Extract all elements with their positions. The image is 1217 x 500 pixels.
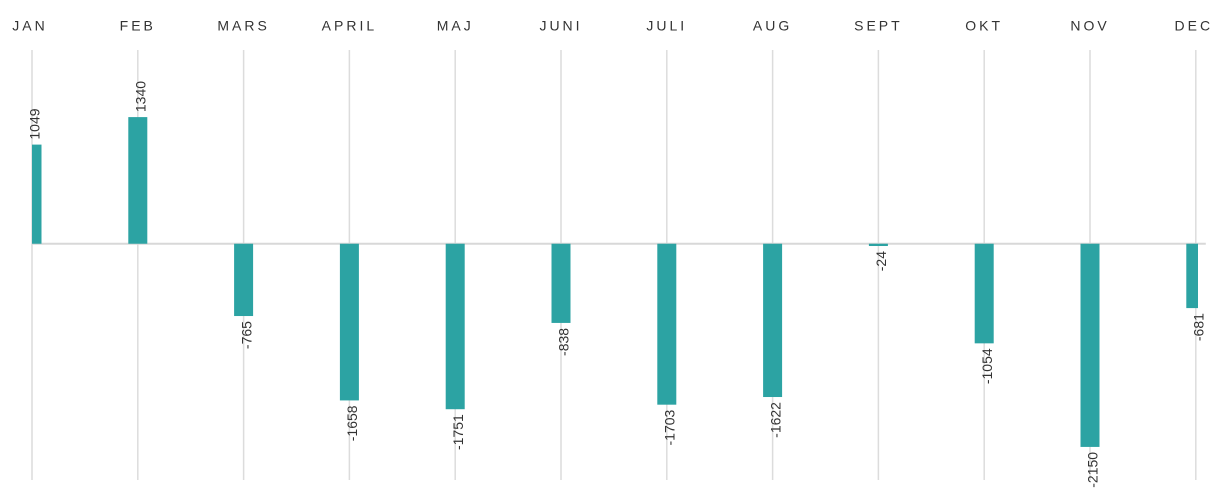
bar xyxy=(657,243,677,405)
month-label: MAJ xyxy=(437,18,474,34)
value-label: -765 xyxy=(238,321,254,349)
value-label: -681 xyxy=(1191,313,1207,341)
month-label: JUNI xyxy=(539,18,582,34)
value-label: -1054 xyxy=(979,348,995,384)
bar xyxy=(128,117,148,244)
value-label: -24 xyxy=(873,251,889,271)
month-label: JAN xyxy=(12,18,47,34)
value-label: -1622 xyxy=(767,402,783,438)
value-label: -1658 xyxy=(344,405,360,441)
value-label: 1340 xyxy=(133,81,149,112)
month-label: NOV xyxy=(1070,18,1109,34)
value-label: -1751 xyxy=(450,414,466,450)
bar xyxy=(868,243,888,247)
month-label: DEC xyxy=(1175,18,1214,34)
bar xyxy=(234,243,254,317)
value-label: -2150 xyxy=(1085,452,1101,488)
bar xyxy=(339,243,359,401)
bar xyxy=(1080,243,1100,447)
month-label: OKT xyxy=(965,18,1003,34)
bar xyxy=(445,243,465,410)
bar xyxy=(551,243,571,323)
month-label: MARS xyxy=(217,18,269,34)
labels: JAN FEB MARS APRIL MAJ JUNI JULI AUG SEPT OKT NOV D… xyxy=(12,18,1214,488)
month-label: AUG xyxy=(753,18,792,34)
month-label: APRIL xyxy=(322,18,377,34)
bar xyxy=(763,243,783,398)
month-label: SEPT xyxy=(854,18,903,34)
grid xyxy=(31,50,1206,480)
value-label: -838 xyxy=(556,328,572,356)
bar xyxy=(32,144,42,244)
month-label: JULI xyxy=(646,18,687,34)
month-label: FEB xyxy=(120,18,156,34)
value-label: -1703 xyxy=(662,409,678,445)
bar xyxy=(1186,243,1198,309)
bars xyxy=(32,117,1198,447)
value-label: 1049 xyxy=(27,108,43,139)
bar xyxy=(974,243,994,344)
